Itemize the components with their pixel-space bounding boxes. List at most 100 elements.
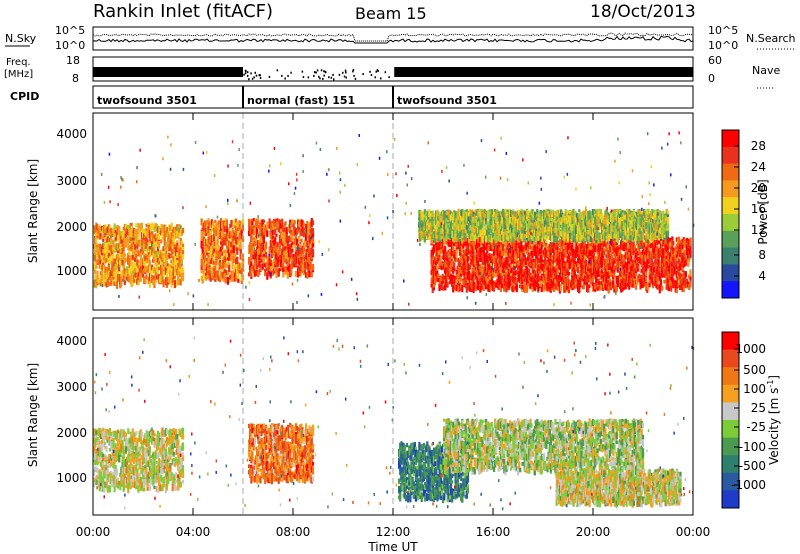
- heatmap-cell: [120, 235, 123, 244]
- heatmap-cell: [670, 241, 673, 248]
- heatmap-cell: [253, 242, 256, 245]
- heatmap-cell: [213, 228, 216, 234]
- heatmap-cell: [657, 268, 660, 274]
- heatmap-cell: [524, 240, 527, 248]
- heatmap-cell: [119, 248, 122, 254]
- heatmap-cell: [161, 233, 164, 238]
- heatmap-cell: [122, 238, 125, 242]
- heatmap-cell: [224, 275, 227, 284]
- heatmap-cell: [249, 221, 252, 229]
- heatmap-cell: [569, 248, 572, 253]
- heatmap-cell: [128, 237, 131, 242]
- heatmap-cell: [591, 280, 594, 288]
- heatmap-cell: [260, 258, 263, 263]
- heatmap-cell: [101, 264, 104, 270]
- cpid-label: CPID: [10, 90, 39, 103]
- heatmap-cell: [121, 239, 124, 246]
- heatmap-cell: [241, 226, 245, 232]
- heatmap-cell: [281, 218, 284, 227]
- heatmap-cell: [606, 241, 609, 250]
- heatmap-cell: [470, 249, 473, 255]
- heatmap-cell: [278, 219, 281, 227]
- noise-right-label: N.Search: [746, 32, 796, 45]
- heatmap-cell: [582, 271, 585, 279]
- heatmap-cell: [475, 240, 479, 245]
- heatmap-cell: [626, 273, 630, 281]
- heatmap-cell: [274, 245, 277, 251]
- heatmap-cell: [504, 252, 507, 257]
- heatmap-cell: [160, 264, 163, 271]
- heatmap-cell: [308, 260, 311, 264]
- heatmap-cell: [633, 245, 636, 251]
- heatmap-cell: [453, 239, 456, 246]
- heatmap-cell: [181, 243, 185, 248]
- heatmap-cell: [492, 241, 496, 247]
- heatmap-cell: [163, 230, 166, 238]
- heatmap-cell: [561, 264, 564, 273]
- heatmap-cell: [119, 279, 122, 285]
- heatmap-cell: [119, 234, 122, 239]
- heatmap-cell: [565, 286, 568, 291]
- heatmap-cell: [266, 221, 269, 230]
- heatmap-cell: [116, 273, 120, 281]
- heatmap-cell: [492, 238, 496, 245]
- heatmap-cell: [521, 252, 524, 256]
- heatmap-cell: [477, 237, 480, 246]
- heatmap-cell: [305, 272, 308, 278]
- heatmap-cell: [124, 233, 128, 238]
- heatmap-cell: [657, 238, 660, 244]
- heatmap-cell: [649, 244, 652, 249]
- heatmap-cell: [152, 280, 155, 285]
- heatmap-cell: [181, 251, 185, 260]
- freq-label-1: Freq.: [6, 57, 31, 68]
- heatmap-cell: [564, 276, 567, 281]
- heatmap-cell: [210, 257, 213, 264]
- heatmap-cell: [595, 267, 598, 274]
- heatmap-cell: [217, 275, 220, 282]
- heatmap-cell: [563, 270, 566, 278]
- heatmap-cell: [215, 248, 218, 254]
- heatmap-cell: [553, 256, 556, 262]
- heatmap-cell: [299, 264, 302, 272]
- heatmap-cell: [460, 284, 463, 289]
- heatmap-cell: [566, 275, 569, 283]
- heatmap-cell: [553, 284, 556, 292]
- heatmap-cell: [260, 246, 263, 255]
- heatmap-cell: [262, 250, 265, 255]
- heatmap-cell: [221, 255, 224, 263]
- heatmap-cell: [486, 282, 489, 287]
- heatmap-cell: [640, 242, 643, 249]
- heatmap-cell: [256, 263, 259, 269]
- heatmap-cell: [653, 248, 656, 256]
- heatmap-cell: [282, 226, 285, 233]
- heatmap-cell: [175, 256, 178, 264]
- heatmap-cell: [167, 267, 170, 275]
- heatmap-cell: [265, 241, 268, 249]
- heatmap-cell: [222, 272, 225, 276]
- cpid-segment-label: twofsound 3501: [97, 94, 197, 107]
- heatmap-cell: [262, 244, 265, 251]
- heatmap-cell: [250, 252, 253, 258]
- heatmap-cell: [136, 248, 139, 252]
- heatmap-cell: [127, 274, 130, 278]
- heatmap-cell: [126, 227, 129, 232]
- heatmap-cell: [603, 274, 606, 282]
- heatmap-cell: [668, 252, 672, 257]
- heatmap-cell: [588, 246, 591, 251]
- heatmap-cell: [590, 250, 593, 257]
- heatmap-cell: [94, 264, 97, 269]
- freq-panel: Freq. [MHz] 18 8 60 0 Nave: [4, 54, 780, 89]
- heatmap-cell: [514, 243, 517, 252]
- heatmap-cell: [170, 250, 173, 259]
- heatmap-cell: [433, 256, 437, 265]
- heatmap-cell: [457, 275, 460, 281]
- heatmap-cell: [241, 267, 245, 272]
- heatmap-cell: [640, 268, 643, 273]
- heatmap-cell: [134, 268, 137, 273]
- heatmap-cell: [224, 218, 227, 226]
- heatmap-cell: [496, 246, 499, 251]
- heatmap-cell: [548, 248, 551, 253]
- heatmap-cell: [645, 265, 648, 272]
- heatmap-cell: [278, 240, 281, 246]
- heatmap-cell: [620, 241, 623, 249]
